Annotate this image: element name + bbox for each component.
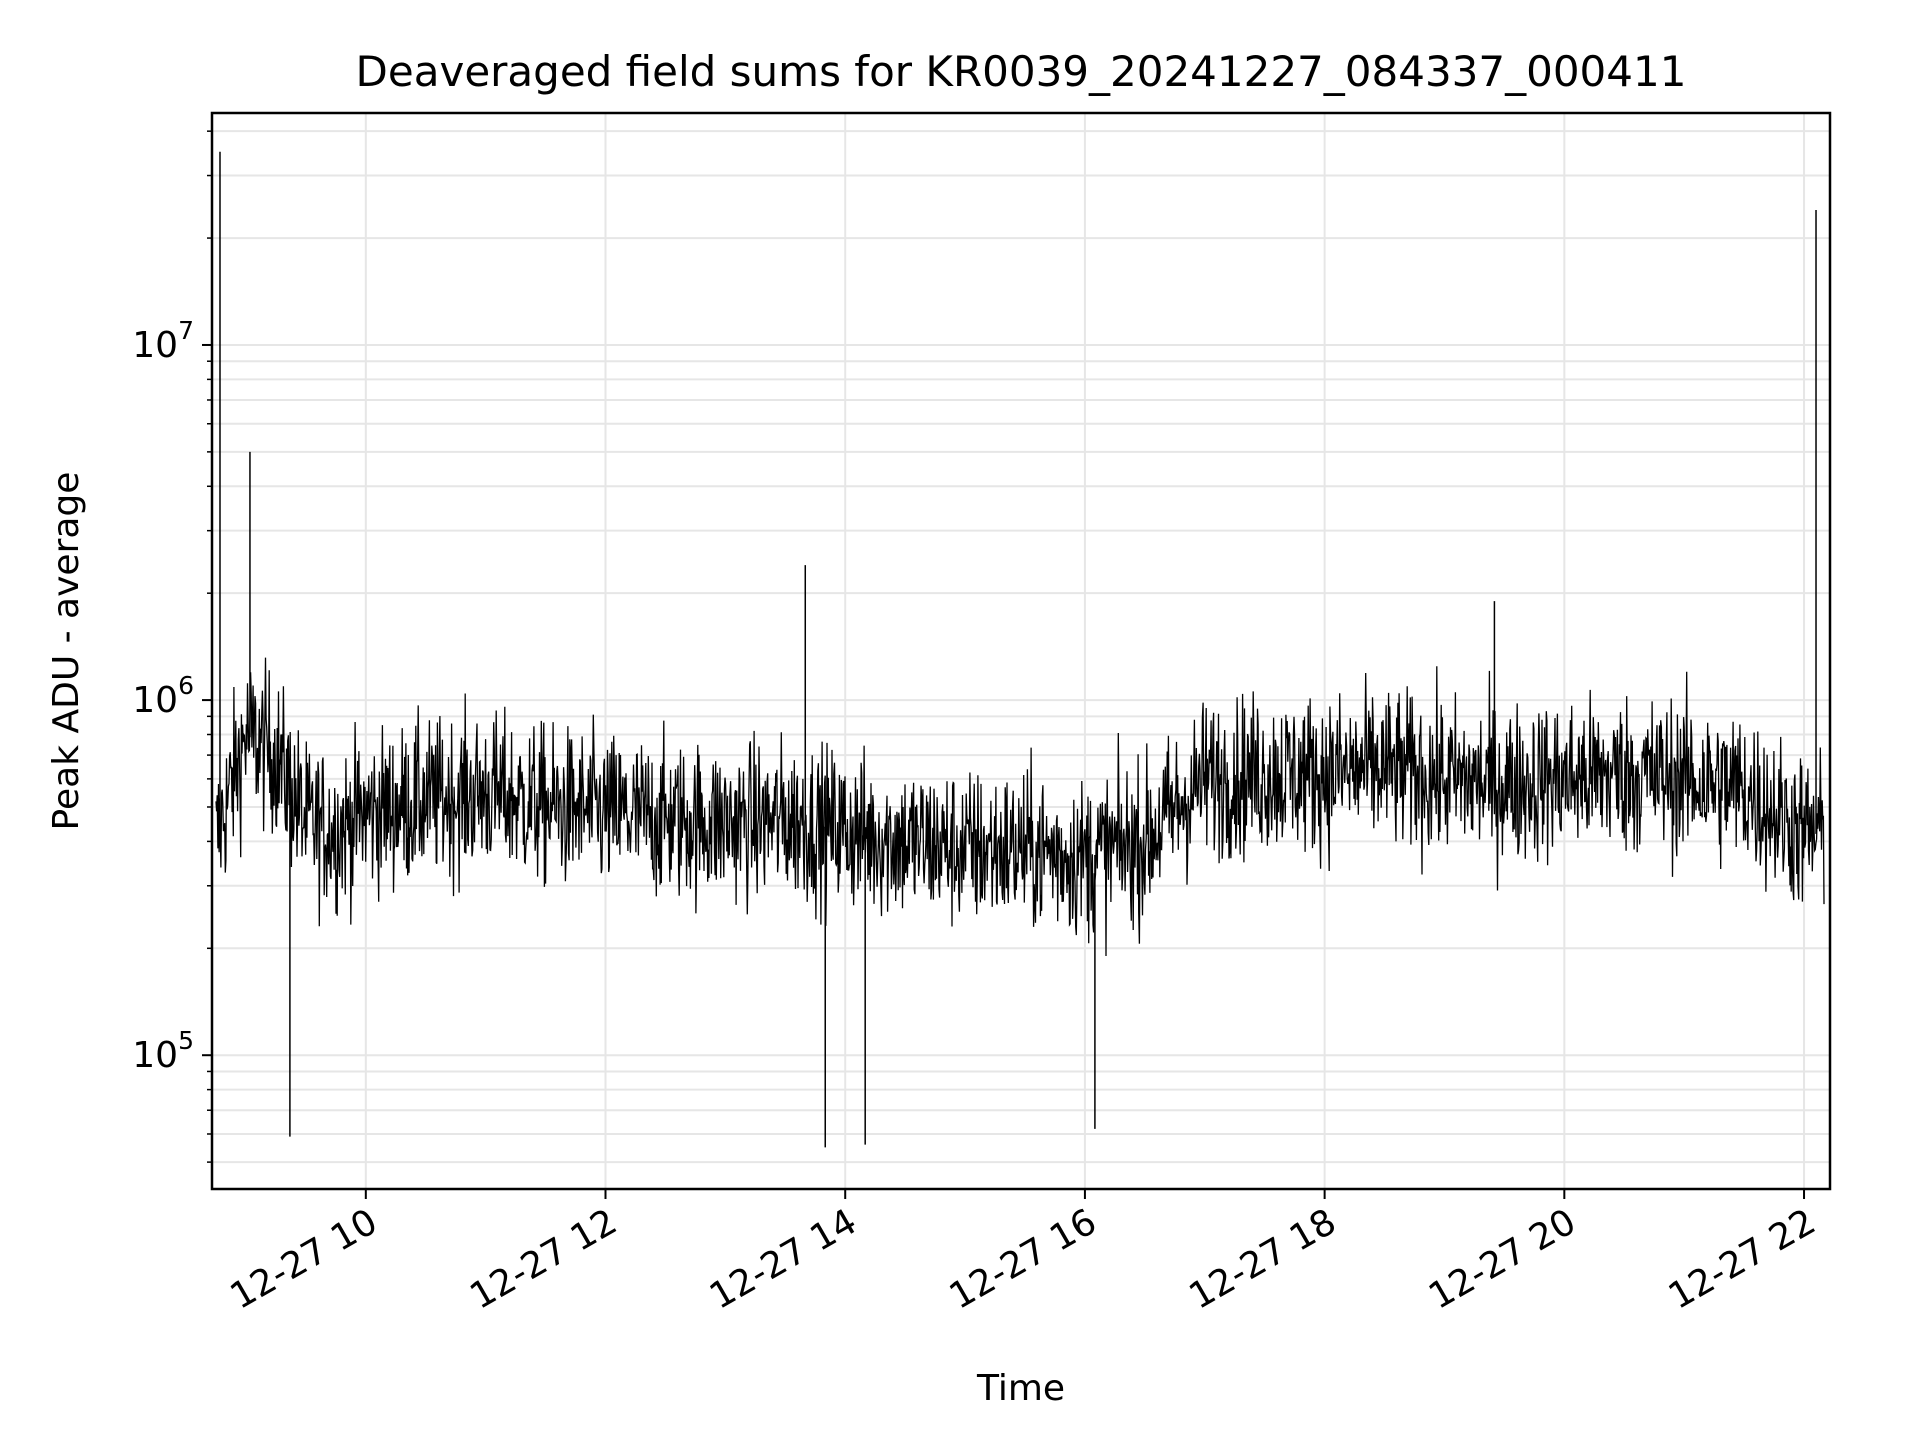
- y-tick-label: 106: [132, 671, 194, 721]
- y-tick-label: 105: [132, 1026, 194, 1076]
- y-axis-label: Peak ADU - average: [46, 472, 87, 831]
- grid: [212, 113, 1830, 1189]
- series-line: [215, 657, 1825, 957]
- chart-title: Deaveraged field sums for KR0039_2024122…: [356, 47, 1687, 96]
- y-tick-label: 107: [132, 316, 194, 366]
- series-layer: [215, 151, 1825, 1148]
- plot-frame: [210, 111, 1832, 1191]
- x-axis-label: Time: [976, 1368, 1065, 1409]
